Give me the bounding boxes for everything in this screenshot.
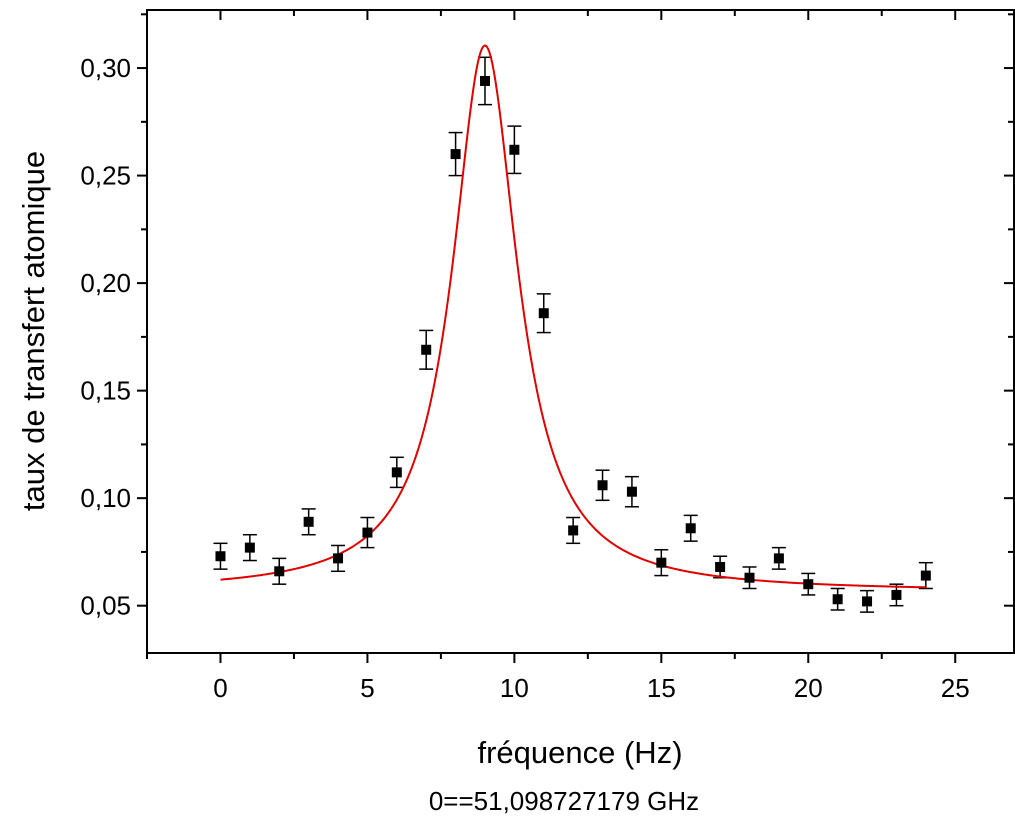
data-point bbox=[773, 553, 784, 564]
data-point bbox=[421, 344, 432, 355]
data-point bbox=[509, 144, 520, 155]
y-tick-label: 0,30 bbox=[80, 53, 131, 83]
x-tick-label: 20 bbox=[794, 673, 823, 703]
y-tick-label: 0,05 bbox=[80, 591, 131, 621]
y-tick-label: 0,10 bbox=[80, 483, 131, 513]
y-tick-label: 0,20 bbox=[80, 268, 131, 298]
data-point bbox=[862, 596, 873, 607]
data-point bbox=[362, 527, 373, 538]
x-tick-label: 5 bbox=[360, 673, 374, 703]
data-point bbox=[626, 486, 637, 497]
data-point bbox=[538, 308, 549, 319]
data-point bbox=[450, 149, 461, 160]
plot-frame bbox=[146, 9, 1015, 654]
y-tick-label: 0,25 bbox=[80, 161, 131, 191]
data-point bbox=[832, 594, 843, 605]
data-point bbox=[215, 551, 226, 562]
data-point bbox=[685, 523, 696, 534]
data-point bbox=[333, 553, 344, 564]
y-axis-label: taux de transfert atomique bbox=[16, 151, 51, 511]
data-point bbox=[303, 516, 314, 527]
x-tick-label: 10 bbox=[500, 673, 529, 703]
data-point bbox=[274, 566, 285, 577]
data-point bbox=[656, 557, 667, 568]
data-point bbox=[891, 589, 902, 600]
data-point bbox=[920, 570, 931, 581]
data-point bbox=[568, 525, 579, 536]
data-point bbox=[597, 480, 608, 491]
data-point bbox=[244, 542, 255, 553]
data-point bbox=[479, 75, 490, 86]
x-axis-ticks: 0 5 10 15 20 25 bbox=[146, 10, 970, 703]
y-axis-ticks: 0,05 0,10 0,15 0,20 0,25 0,30 bbox=[80, 13, 1014, 621]
frequency-reference-note: 0==51,098727179 GHz bbox=[429, 786, 699, 816]
y-tick-label: 0,15 bbox=[80, 376, 131, 406]
data-point bbox=[715, 561, 726, 572]
data-point bbox=[803, 579, 814, 590]
data-points bbox=[215, 75, 931, 607]
x-tick-label: 0 bbox=[213, 673, 227, 703]
x-tick-label: 15 bbox=[647, 673, 676, 703]
x-tick-label: 25 bbox=[941, 673, 970, 703]
data-point bbox=[744, 572, 755, 583]
data-point bbox=[391, 467, 402, 478]
fit-curve bbox=[220, 44, 926, 589]
x-axis-label: fréquence (Hz) bbox=[477, 735, 682, 770]
